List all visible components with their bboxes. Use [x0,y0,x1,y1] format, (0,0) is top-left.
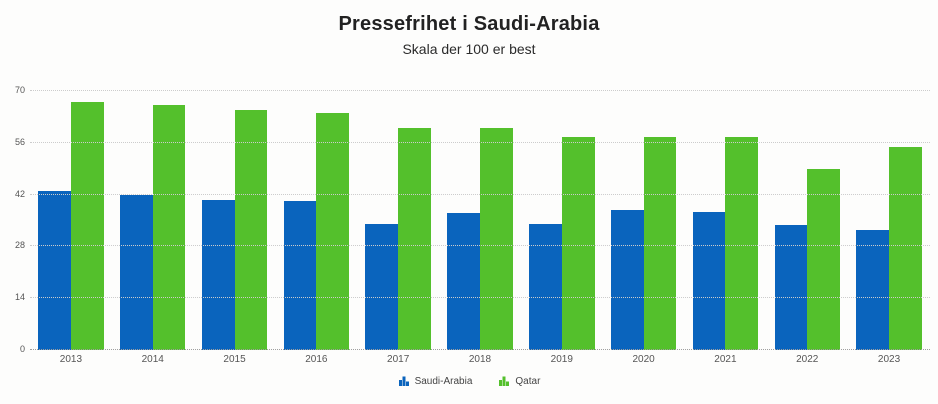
y-axis-tick-label-42: 42 [14,188,25,199]
gridline-42 [30,193,930,195]
y-axis-tick-label-56: 56 [14,136,25,147]
bar-qatar-2023[interactable] [889,146,922,350]
x-axis-label-2013: 2013 [59,354,83,365]
plot-area: 0 14 28 42 56 70 [15,85,930,354]
x-axis-label-2019: 2019 [550,354,573,365]
x-axis-label-2022: 2022 [796,354,819,365]
bar-qatar-2022[interactable] [807,169,840,350]
legend-item-saudi-arabia[interactable]: Saudi-Arabia [398,375,473,387]
gridline-0 [30,349,930,350]
bar-group-2018 [439,91,521,350]
x-axis-labels: 2013 2014 2015 2016 2017 2018 2019 2020 2021 2022… [30,354,930,365]
x-axis-label-2015: 2015 [223,354,246,365]
y-axis-tick-label-0: 0 [19,344,25,354]
x-axis-label-2023: 2023 [877,354,901,365]
y-axis-tick-label-28: 28 [14,240,25,251]
y-axis-tick-label-70: 70 [14,85,25,95]
bar-group-2014 [112,91,194,350]
x-axis-label-2016: 2016 [305,354,328,365]
bar-saudi-arabia-2023[interactable] [856,230,890,350]
bar-group-2019 [521,91,603,350]
x-axis-label-2018: 2018 [468,354,492,365]
bar-qatar-2013[interactable] [70,101,104,350]
bar-saudi-arabia-2014[interactable] [120,194,153,350]
legend: Saudi-Arabia Qatar [0,375,938,387]
bar-chart-icon [498,375,510,387]
bar-group-2016 [275,91,357,350]
bar-group-2021 [685,91,767,350]
bar-qatar-2018[interactable] [479,127,513,350]
bar-group-2022 [766,91,848,350]
bar-qatar-2019[interactable] [561,137,595,350]
x-axis-label-2020: 2020 [632,354,655,365]
x-axis-label-2014: 2014 [141,354,164,365]
chart-title: Pressefrihet i Saudi-Arabia [338,13,600,35]
y-axis-tick-label-14: 14 [14,292,25,303]
bar-saudi-arabia-2015[interactable] [201,199,235,350]
gridline-14 [30,297,930,299]
bar-saudi-arabia-2019[interactable] [529,223,562,350]
bar-qatar-2014[interactable] [152,105,186,350]
gridline-28 [30,245,930,247]
bar-saudi-arabia-2017[interactable] [365,224,399,350]
bar-saudi-arabia-2016[interactable] [283,200,317,350]
bar-saudi-arabia-2018[interactable] [447,213,480,350]
bar-saudi-arabia-2013[interactable] [38,190,71,350]
bar-saudi-arabia-2022[interactable] [774,225,808,350]
bar-group-2017 [357,91,439,350]
bar-groups [30,91,930,350]
bar-group-2020 [603,91,685,350]
chart-subtitle: Skala der 100 er best [402,41,536,57]
bar-qatar-2017[interactable] [398,127,431,350]
bar-qatar-2020[interactable] [643,137,677,350]
legend-label: Qatar [515,375,541,387]
bar-chart-icon [398,375,410,387]
legend-item-qatar[interactable]: Qatar [498,375,540,387]
bar-saudi-arabia-2020[interactable] [610,209,644,350]
gridline-56 [30,141,930,143]
x-axis-label-2017: 2017 [387,354,410,365]
bar-group-2013 [30,91,112,350]
legend-label: Saudi-Arabia [414,375,473,387]
bar-qatar-2021[interactable] [725,137,759,350]
gridline-70 [30,90,930,91]
bar-group-2015 [194,91,276,350]
bar-qatar-2016[interactable] [316,112,350,350]
bar-group-2023 [848,91,930,350]
bar-saudi-arabia-2021[interactable] [692,212,726,350]
x-axis-label-2021: 2021 [714,354,737,365]
bar-qatar-2015[interactable] [234,109,268,350]
